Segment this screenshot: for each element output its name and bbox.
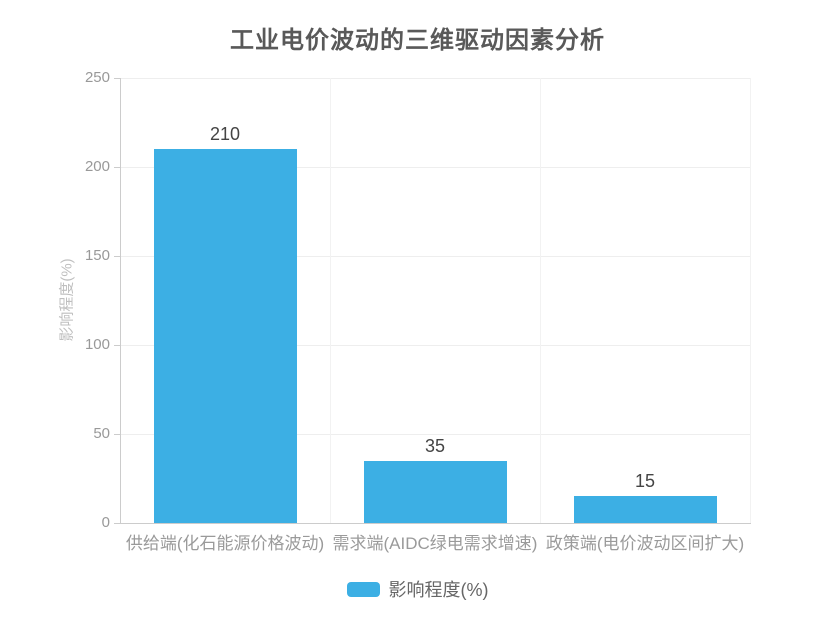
- y-axis-tick-mark: [114, 345, 120, 346]
- bar[interactable]: [363, 460, 507, 523]
- y-axis-title: 影响程度(%): [58, 258, 76, 342]
- bar[interactable]: [573, 496, 717, 523]
- gridline-horizontal: [120, 256, 750, 257]
- y-axis-line: [120, 78, 121, 523]
- gridline-horizontal: [120, 345, 750, 346]
- bar-value-label: 35: [424, 435, 446, 456]
- y-axis-tick-mark: [114, 434, 120, 435]
- y-axis-tick-label: 150: [84, 247, 110, 264]
- legend-marker: [346, 581, 380, 597]
- x-axis-category-label: 需求端(AIDC绿电需求增速): [332, 534, 538, 553]
- bar-value-label: 210: [209, 124, 241, 145]
- gridline-horizontal: [120, 78, 750, 79]
- gridline-horizontal: [120, 167, 750, 168]
- gridline-vertical: [330, 78, 331, 523]
- y-axis-tick-label: 0: [101, 514, 110, 531]
- y-axis-tick-mark: [114, 167, 120, 168]
- x-axis-line: [120, 523, 751, 524]
- bar[interactable]: [153, 149, 297, 523]
- bar-value-label: 15: [634, 471, 656, 492]
- x-axis-category-label: 供给端(化石能源价格波动): [125, 534, 325, 553]
- legend[interactable]: 影响程度(%): [0, 576, 835, 602]
- y-axis-tick-label: 250: [84, 69, 110, 86]
- y-axis-tick-label: 200: [84, 158, 110, 175]
- y-axis-tick-label: 100: [84, 336, 110, 353]
- y-axis-tick-mark: [114, 78, 120, 79]
- y-axis-tick-mark: [114, 523, 120, 524]
- x-axis-category-label: 政策端(电价波动区间扩大): [545, 534, 745, 553]
- y-axis-tick-label: 50: [93, 425, 110, 442]
- gridline-vertical: [540, 78, 541, 523]
- chart-title: 工业电价波动的三维驱动因素分析: [230, 27, 605, 54]
- gridline-horizontal: [120, 434, 750, 435]
- gridline-vertical: [750, 78, 751, 523]
- legend-label: 影响程度(%): [388, 580, 489, 600]
- y-axis-tick-mark: [114, 256, 120, 257]
